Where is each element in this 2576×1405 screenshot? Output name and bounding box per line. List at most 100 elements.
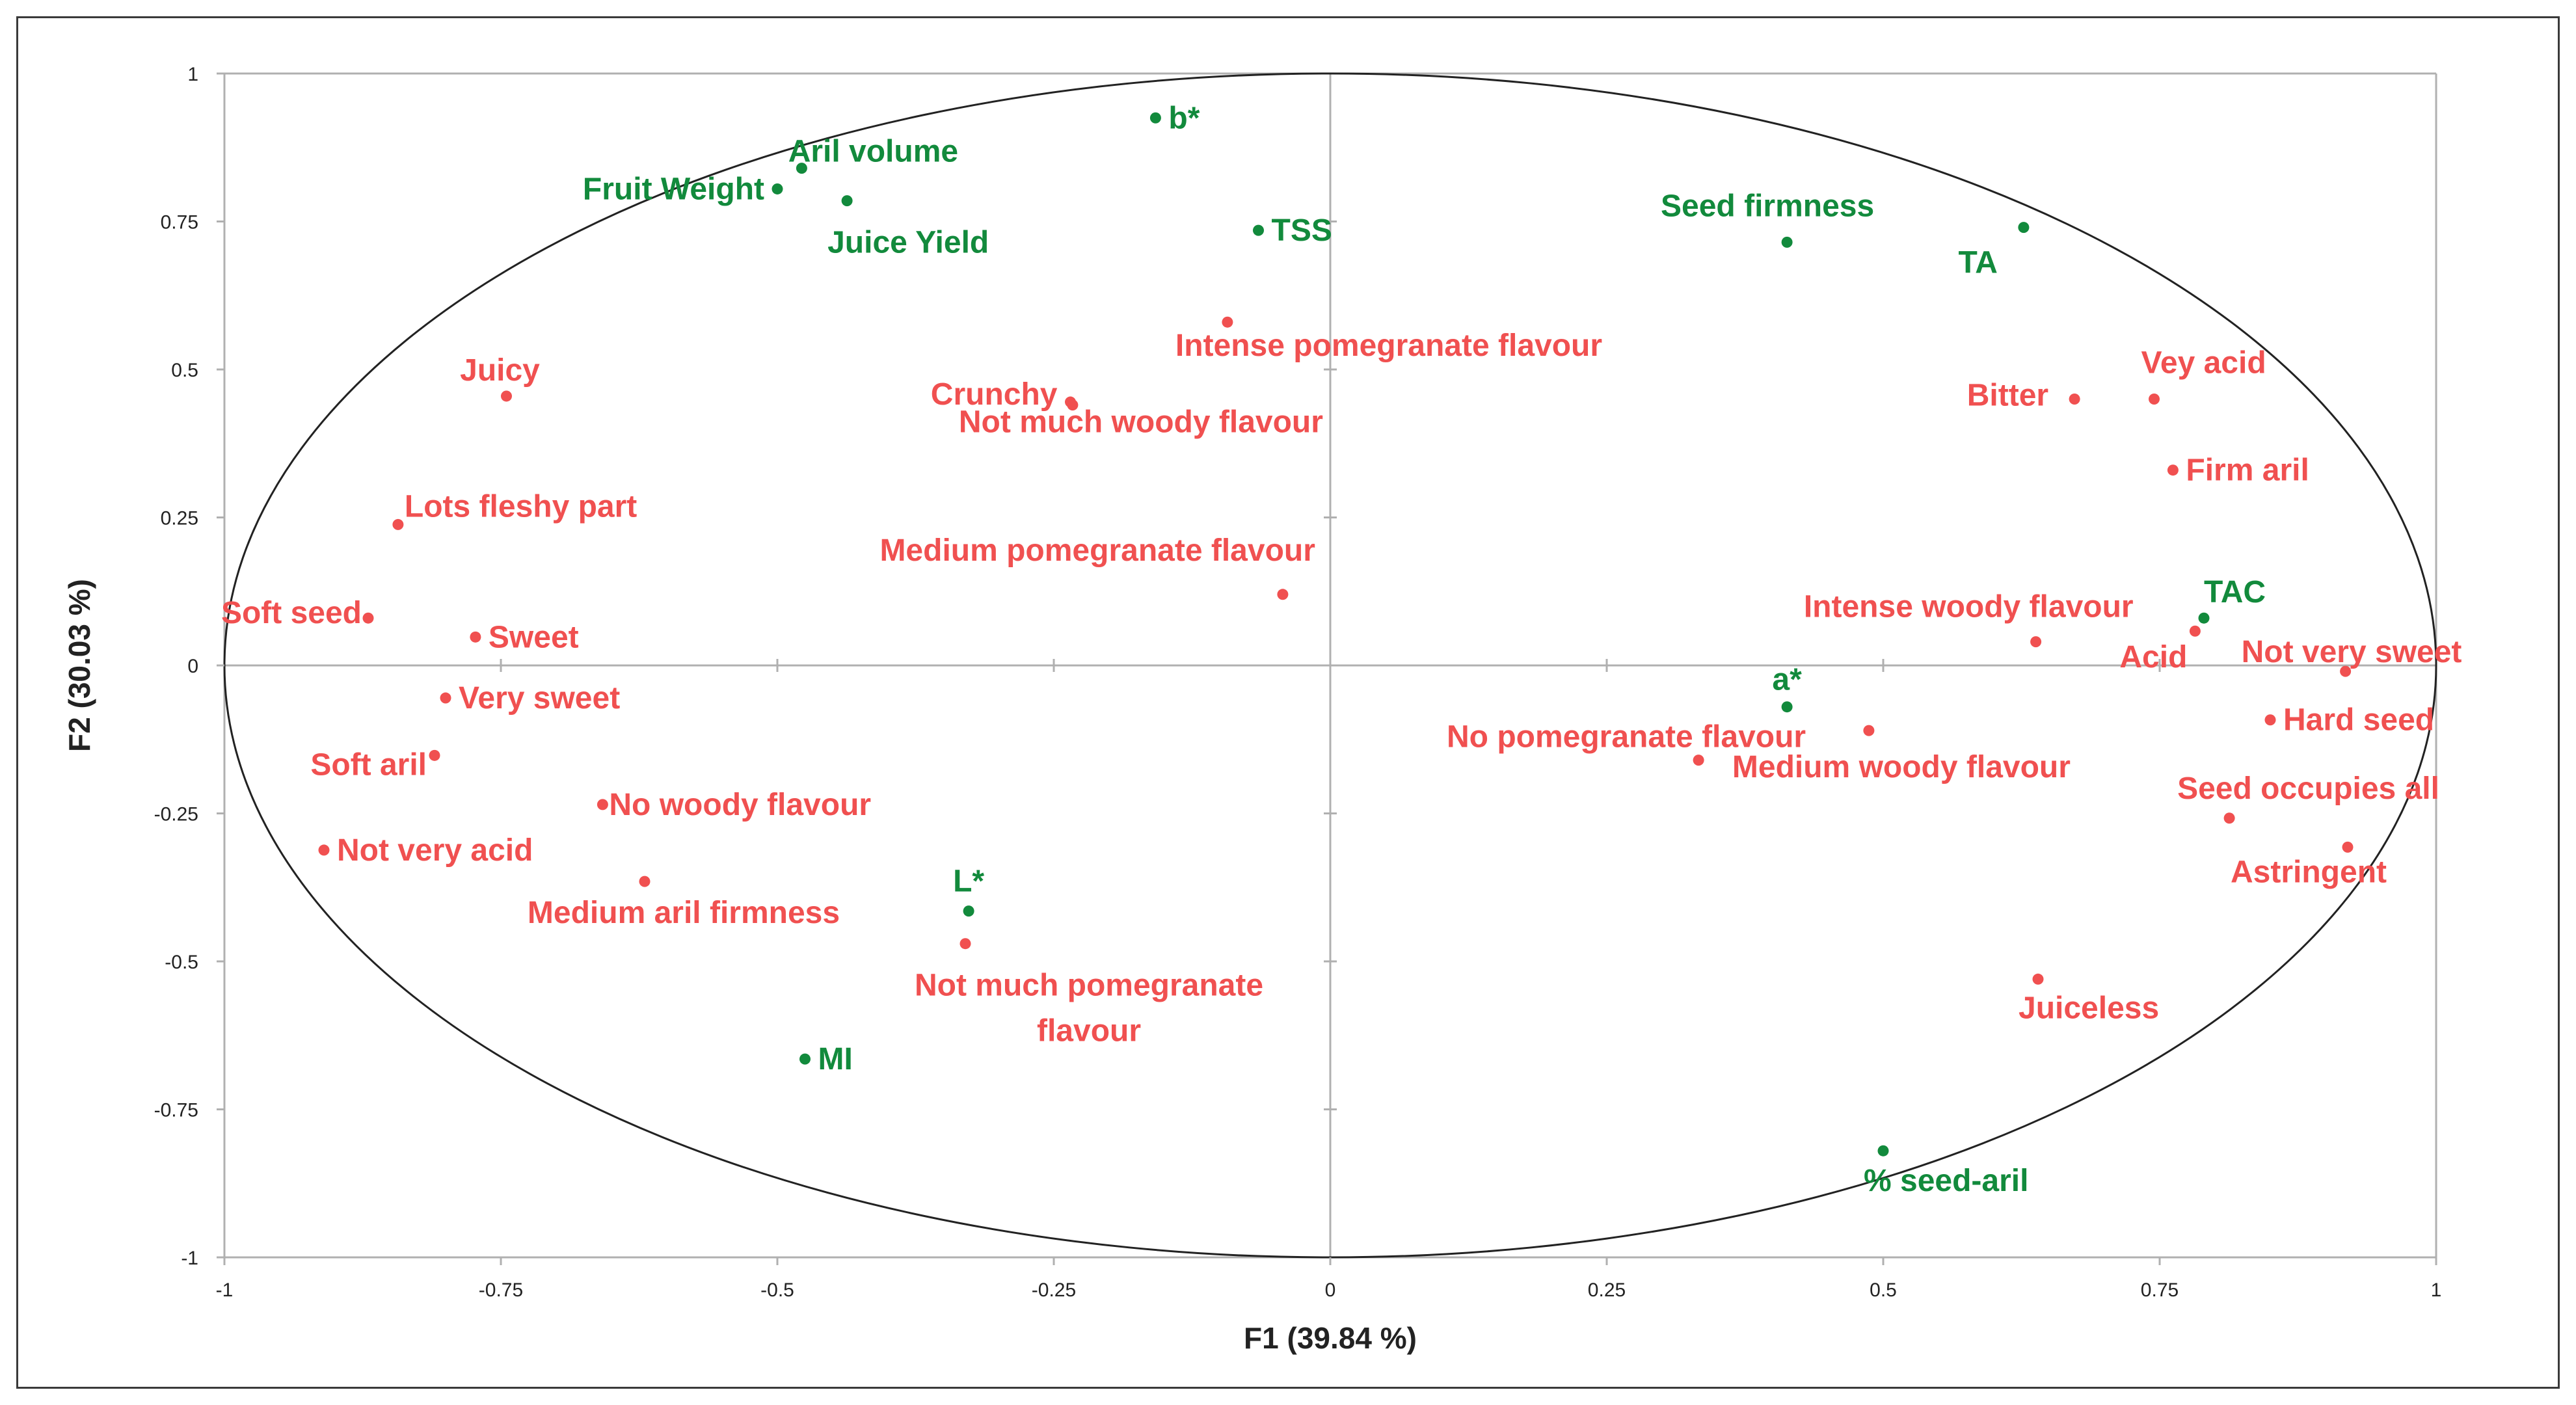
instrumental-point [1149,112,1161,124]
x-tick-label: -1 [216,1279,234,1301]
sensory-label: Not much pomegranate flavour [915,969,1263,1049]
sensory-label: Acid [2119,640,2187,675]
sensory-label: Bitter [1967,379,2048,413]
sensory-point [2340,665,2352,677]
instrumental-point [1781,701,1793,713]
sensory-label: Medium woody flavour [1732,750,2071,784]
x-tick-label: -0.75 [479,1279,523,1301]
sensory-point [1222,316,1233,328]
instrumental-label: Aril volume [788,135,958,169]
instrumental-point [796,163,807,174]
sensory-label: Intense pomegranate flavour [1175,328,1602,363]
sensory-point [2030,636,2042,648]
sensory-point [2189,625,2201,637]
sensory-label: Crunchy [931,377,1058,412]
y-tick-label: -0.75 [154,1100,198,1121]
sensory-point [318,844,330,856]
sensory-point [597,799,608,810]
sensory-point [2167,464,2179,476]
instrumental-point [841,195,853,207]
sensory-point [470,631,481,643]
x-tick-label: 0.25 [1588,1279,1626,1301]
instrumental-label: TA [1958,246,1997,280]
pca-correlation-plot: -1 -0.75 -0.5 -0.25 0 0.25 0.5 0.75 1 1 0.75 0.5 0.2… [62,64,2462,1355]
instrumental-label: TSS [1272,213,1332,248]
instrumental-label: a* [1772,663,1802,697]
y-tick-label: -0.25 [154,804,198,825]
y-axis-title: F2 (30.03 %) [62,579,96,752]
sensory-point [639,876,651,887]
instrumental-point [2018,222,2030,234]
x-axis-title: F1 (39.84 %) [1244,1321,1417,1355]
y-tick-label: 0.75 [161,212,198,234]
instrumental-point [1253,224,1264,236]
instrumental-point [799,1053,811,1065]
sensory-point [429,749,440,761]
sensory-label: Soft seed [221,596,362,630]
sensory-label: Astringent [2231,855,2387,889]
sensory-label: Sweet [489,620,579,654]
sensory-point [2032,973,2044,985]
sensory-point [2264,714,2276,726]
sensory-point [362,612,374,624]
instrumental-point [771,183,783,194]
instrumental-label: b* [1168,101,1200,135]
instrumental-point [1781,236,1793,248]
x-tick-label: 0.75 [2141,1279,2179,1301]
sensory-label: Intense woody flavour [1804,590,2134,624]
sensory-label: No pomegranate flavour [1447,720,1806,755]
x-tick-label: -0.5 [760,1279,794,1301]
sensory-label: Juicy [460,353,540,388]
sensory-point [440,692,451,704]
instrumental-label: MI [818,1042,853,1077]
instrumental-label: Juice Yield [827,226,989,260]
sensory-point [2342,841,2354,853]
y-tick-label: -0.5 [165,952,198,973]
instrumental-point [963,905,974,917]
sensory-label: Seed occupies all [2177,771,2439,806]
sensory-point [2223,812,2235,824]
x-tick-label: 0 [1325,1279,1336,1301]
sensory-point [1067,399,1079,411]
y-tick-label: 0 [187,656,198,677]
chart-frame: -1 -0.75 -0.5 -0.25 0 0.25 0.5 0.75 1 1 0.75 0.5 0.2… [16,16,2560,1389]
y-tick-label: 0.25 [161,508,198,529]
sensory-point [1863,725,1875,736]
sensory-label: Not very acid [337,833,533,868]
sensory-label: Firm aril [2186,453,2309,488]
sensory-point [501,390,512,402]
instrumental-point [1877,1145,1889,1157]
sensory-label: Very sweet [459,681,620,716]
x-tick-label: 1 [2431,1279,2442,1301]
sensory-label: Juiceless [2019,991,2159,1025]
sensory-label: No woody flavour [609,788,871,822]
sensory-label: Soft aril [310,747,427,782]
sensory-label: Vey acid [2141,346,2266,381]
sensory-point [1693,755,1704,766]
sensory-point [2069,394,2080,405]
sensory-label: Lots fleshy part [405,489,637,524]
instrumental-label: % seed-aril [1864,1164,2028,1198]
sensory-point [1277,589,1289,600]
y-tick-label: 1 [187,64,198,85]
x-tick-label: 0.5 [1870,1279,1897,1301]
y-tick-label: 0.5 [171,360,198,381]
instrumental-point [2198,612,2210,624]
instrumental-label: L* [953,864,984,899]
sensory-label: Hard seed [2283,703,2434,738]
instrumental-label: TAC [2204,575,2266,609]
instrumental-label: Fruit Weight [583,172,764,206]
instrumental-label: Seed firmness [1661,189,1874,223]
sensory-label: Medium aril firmness [528,896,840,930]
sensory-label: Not much woody flavour [959,405,1323,440]
tick-labels: -1 -0.75 -0.5 -0.25 0 0.25 0.5 0.75 1 1 0.75 0.5 0.2… [154,64,2442,1301]
y-tick-label: -1 [181,1248,198,1269]
data-points: Juicy Lots fleshy part Soft seed Sweet Very … [221,101,2462,1198]
sensory-point [392,518,404,530]
x-tick-label: -0.25 [1032,1279,1076,1301]
axes [217,72,2437,1265]
sensory-point [959,938,971,950]
sensory-label: Not very sweet [2242,635,2462,669]
sensory-point [2149,394,2160,405]
sensory-label: Medium pomegranate flavour [879,533,1315,568]
